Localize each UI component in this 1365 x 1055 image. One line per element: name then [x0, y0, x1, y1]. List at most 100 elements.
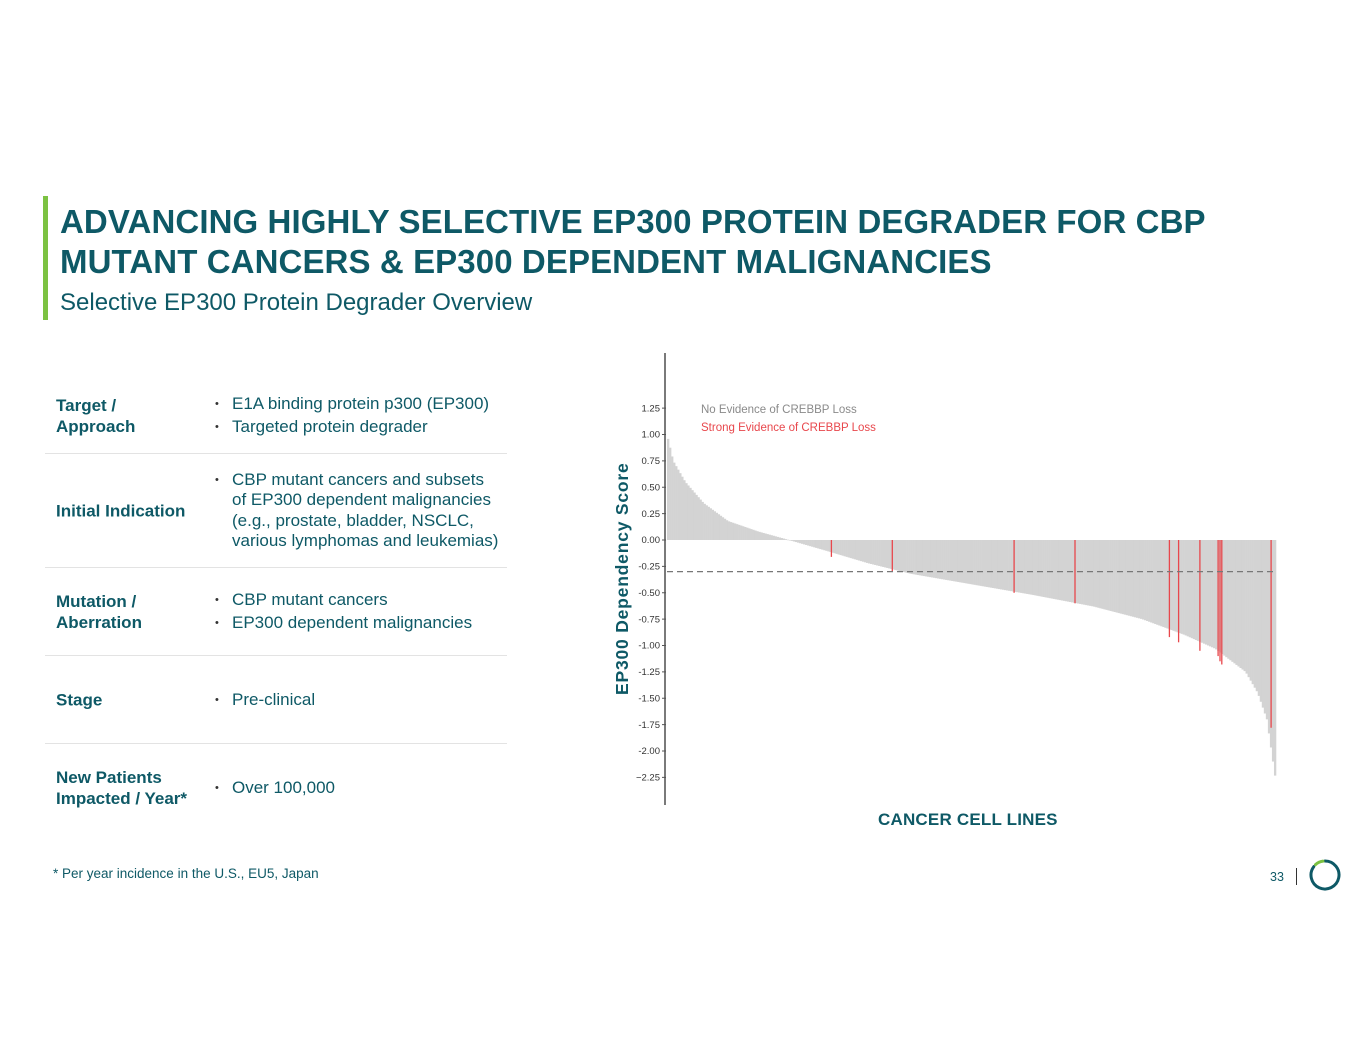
chart-bar: [930, 540, 934, 578]
chart-bar: [800, 540, 804, 544]
chart-bar: [740, 525, 743, 540]
chart-bar: [878, 540, 881, 566]
chart-bar: [1263, 540, 1267, 714]
chart-bar: [975, 540, 978, 586]
chart-bar: [1054, 540, 1058, 600]
chart-bar: [1014, 540, 1017, 592]
legend: No Evidence of CREBBP Loss Strong Evidenc…: [701, 404, 876, 434]
chart-bar: [1158, 540, 1161, 626]
chart-bar: [1241, 540, 1244, 670]
chart-bar: [1180, 540, 1183, 634]
chart-bar: [685, 483, 688, 540]
chart-bar: [855, 540, 859, 560]
chart-bar: [778, 537, 781, 540]
chart-bar: [746, 527, 749, 540]
chart-bar: [949, 540, 952, 581]
chart-bar: [1251, 540, 1254, 685]
chart-bar: [853, 540, 857, 560]
chart-bar: [839, 540, 842, 556]
legend-item: No Evidence of CREBBP Loss: [701, 404, 857, 416]
chart-bar: [1119, 540, 1123, 614]
y-axis-title: EP300 Dependency Score: [612, 462, 632, 695]
bullet-item: Over 100,000: [215, 778, 500, 799]
chart-bar: [719, 515, 723, 540]
chart-bar: [809, 540, 812, 547]
chart-bar: [776, 536, 779, 540]
page-number: 33: [1270, 870, 1284, 884]
chart-bar: [756, 531, 759, 540]
bullet-item: CBP mutant cancers and subsets of EP300 …: [215, 470, 500, 552]
row-label: New Patients Impacted / Year*: [56, 768, 188, 808]
chart-bar: [886, 540, 889, 568]
chart-bar: [843, 540, 846, 557]
chart-bar: [1211, 540, 1214, 648]
chart-bar: [803, 540, 806, 545]
chart-bar: [985, 540, 989, 587]
chart-bar: [1038, 540, 1041, 597]
chart-bar: [1225, 540, 1228, 658]
chart-bar: [748, 528, 751, 540]
chart-bar: [914, 540, 917, 575]
y-axis: 1.25 1.00 0.75 0.50 0.25 0.00 -0.25 -0.50 -0.75 -…: [636, 353, 1276, 805]
chart-bar: [817, 540, 820, 549]
chart-bar: [677, 469, 680, 540]
chart-bar: [928, 540, 932, 578]
chart-bar: [1152, 540, 1155, 624]
chart-bar: [731, 522, 735, 540]
chart-bar: [1103, 540, 1106, 610]
row-bullets: Over 100,000: [215, 775, 500, 802]
chart-bar: [1192, 540, 1196, 640]
chart-bar: [1064, 540, 1068, 602]
chart-bar: [693, 492, 696, 540]
chart-bar: [953, 540, 956, 582]
chart-bar: [1154, 540, 1157, 625]
chart-bar: [1150, 540, 1153, 623]
chart-bar: [825, 540, 828, 551]
chart-bar: [1006, 540, 1009, 591]
y-tick-label: -0.75: [638, 614, 660, 625]
chart-bar: [1144, 540, 1147, 621]
chart-bar: [1137, 540, 1141, 619]
chart-bar: [1083, 540, 1086, 605]
chart-bar: [1249, 540, 1252, 681]
chart-bar: [936, 540, 940, 579]
row-label: Target / Approach: [56, 395, 136, 436]
chart-bar: [1022, 540, 1025, 594]
chart-bar: [884, 540, 887, 568]
chart-bar: [768, 534, 771, 540]
chart-bar: [1091, 540, 1094, 607]
chart-bar: [671, 456, 674, 540]
chart-bar: [727, 521, 731, 540]
chart-bar: [888, 540, 891, 569]
chart-bar: [1176, 540, 1179, 633]
chart-bar: [813, 540, 816, 548]
chart-bar: [1095, 540, 1098, 608]
chart-bar: [1202, 540, 1206, 644]
chart-bar: [827, 540, 830, 552]
chart-bar: [794, 540, 798, 543]
chart-bar: [1237, 540, 1240, 667]
chart-bar: [1020, 540, 1023, 593]
chart-bar: [908, 540, 911, 574]
chart-bar: [979, 540, 982, 586]
y-tick-label: -0.25: [638, 562, 660, 573]
chart-bar: [857, 540, 861, 561]
chart-bar: [1056, 540, 1060, 600]
chart-bar: [874, 540, 877, 565]
table-row: Initial Indication CBP mutant cancers an…: [45, 454, 507, 568]
chart-bar: [1030, 540, 1033, 595]
chart-bar: [926, 540, 930, 577]
chart-bar: [955, 540, 958, 582]
row-bullets: Pre-clinical: [215, 686, 500, 713]
chart-bar: [1178, 540, 1181, 634]
chart-bar: [788, 540, 792, 541]
chart-bar: [752, 529, 755, 540]
chart-bar: [1101, 540, 1104, 609]
chart-bar: [679, 473, 682, 540]
chart-bar: [1109, 540, 1112, 611]
page-separator: [1296, 868, 1297, 885]
chart-bar: [744, 526, 747, 540]
chart-bar: [1265, 540, 1269, 720]
chart-bar: [934, 540, 938, 579]
chart-bar: [1046, 540, 1049, 598]
